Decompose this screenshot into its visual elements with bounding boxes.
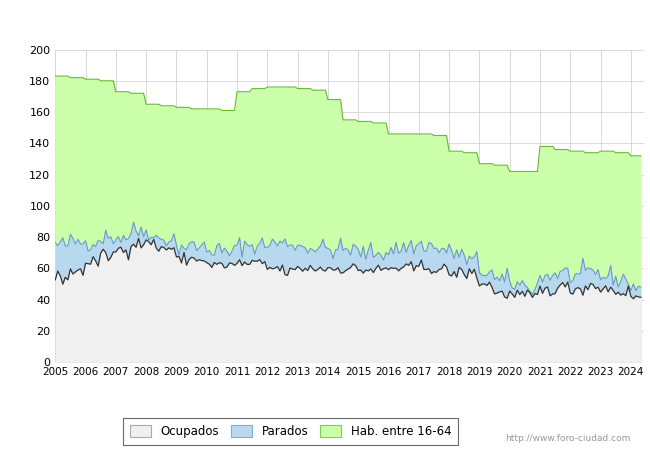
Text: Almendros - Evolucion de la poblacion en edad de Trabajar Mayo de 2024: Almendros - Evolucion de la poblacion en…: [60, 17, 590, 30]
Legend: Ocupados, Parados, Hab. entre 16-64: Ocupados, Parados, Hab. entre 16-64: [123, 418, 458, 446]
Text: http://www.foro-ciudad.com: http://www.foro-ciudad.com: [505, 434, 630, 443]
